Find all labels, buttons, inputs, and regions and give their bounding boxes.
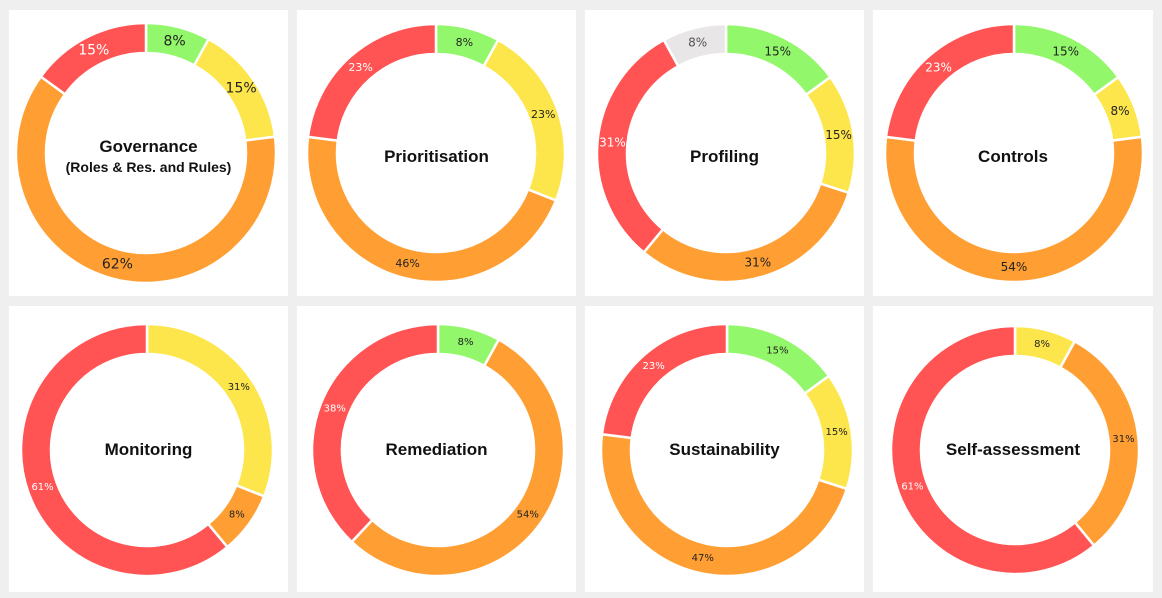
- donut-slice: [1012, 22, 1121, 97]
- slice-label: 15%: [825, 128, 852, 142]
- donut-slice: [599, 432, 849, 578]
- slice-label: 15%: [226, 80, 257, 96]
- slice-label: 8%: [688, 36, 707, 50]
- slice-label: 31%: [744, 255, 771, 269]
- slice-label: 54%: [1001, 260, 1028, 274]
- donut-panel-controls: 15% 8% 54% 23% Controls: [873, 10, 1153, 296]
- donut-slice: [310, 322, 440, 544]
- donut-panel-remediation: 8% 54% 38% Remediation: [297, 306, 576, 592]
- donut-chart-sustainability: 15% 15% 47% 23%: [599, 322, 855, 578]
- donut-slice: [725, 322, 831, 396]
- donut-slice: [145, 322, 275, 499]
- donut-title: Profiling: [690, 147, 759, 166]
- slice-label: 54%: [517, 510, 539, 521]
- donut-slice: [306, 22, 438, 142]
- slice-label: 61%: [901, 481, 923, 492]
- slice-label: 8%: [1034, 339, 1050, 350]
- donut-slice: [883, 135, 1145, 284]
- slice-label: 15%: [826, 427, 848, 438]
- donut-slice: [889, 324, 1096, 576]
- donut-title: Self-assessment: [945, 440, 1081, 459]
- donut-slice: [19, 322, 230, 578]
- donut-panel-prioritisation: 8% 23% 46% 23% Prioritisation: [297, 10, 576, 296]
- donut-panel-governance: 8% 15% 62% 15% Governance (Roles & Res. and…: [9, 10, 288, 296]
- slice-label: 31%: [599, 135, 626, 149]
- donut-slice: [884, 22, 1016, 142]
- slice-label: 15%: [766, 346, 788, 357]
- slice-label: 8%: [163, 34, 185, 50]
- donut-panel-sustainability: 15% 15% 47% 23% Sustainability: [585, 306, 864, 592]
- donut-title: Controls: [978, 147, 1048, 166]
- slice-label: 62%: [102, 256, 133, 272]
- slice-label: 23%: [642, 361, 664, 372]
- slice-label: 31%: [228, 382, 250, 393]
- slice-label: 8%: [456, 36, 473, 49]
- slice-label: 38%: [324, 404, 346, 415]
- slice-label: 8%: [1110, 104, 1129, 118]
- slice-label: 23%: [531, 108, 555, 121]
- slice-label: 23%: [925, 60, 952, 74]
- slice-label: 15%: [1052, 44, 1079, 58]
- donut-slice: [600, 322, 729, 440]
- donut-slice: [39, 21, 148, 96]
- donut-subtitle: (Roles & Res. and Rules): [65, 159, 232, 175]
- donut-chart-remediation: 8% 54% 38%: [310, 322, 566, 578]
- slice-label: 31%: [1112, 434, 1134, 445]
- slice-label: 8%: [229, 510, 245, 521]
- donut-slice: [662, 22, 728, 68]
- donut-chart-governance: 8% 15% 62% 15%: [14, 21, 278, 285]
- slice-label: 61%: [31, 482, 53, 493]
- slice-label: 23%: [348, 61, 372, 74]
- donut-chart-monitoring: 31% 8% 61%: [19, 322, 275, 578]
- donut-chart-self-assessment: 8% 31% 61%: [889, 324, 1141, 576]
- slice-label: 46%: [395, 257, 419, 270]
- slice-label: 47%: [692, 553, 714, 564]
- donut-chart-prioritisation: 8% 23% 46% 23%: [305, 22, 567, 284]
- slice-label: 15%: [78, 43, 109, 59]
- donut-title: Governance: [99, 137, 198, 156]
- donut-panel-self-assessment: 8% 31% 61% Self-assessment: [873, 306, 1153, 592]
- donut-slice: [724, 22, 833, 97]
- donut-chart-controls: 15% 8% 54% 23%: [883, 22, 1145, 284]
- slice-label: 15%: [764, 44, 791, 58]
- donut-title: Prioritisation: [384, 147, 489, 166]
- donut-title: Sustainability: [669, 440, 780, 459]
- donut-title: Monitoring: [104, 440, 193, 459]
- donut-title: Remediation: [385, 440, 488, 459]
- donut-slice: [349, 337, 566, 578]
- donut-chart-profiling: 15% 15% 31% 31% 8%: [595, 22, 857, 284]
- donut-slice: [305, 135, 558, 284]
- donut-slice: [14, 74, 278, 285]
- donut-panel-profiling: 15% 15% 31% 31% 8% Profiling: [585, 10, 864, 296]
- donut-panel-monitoring: 31% 8% 61% Monitoring: [9, 306, 288, 592]
- slice-label: 8%: [458, 337, 474, 348]
